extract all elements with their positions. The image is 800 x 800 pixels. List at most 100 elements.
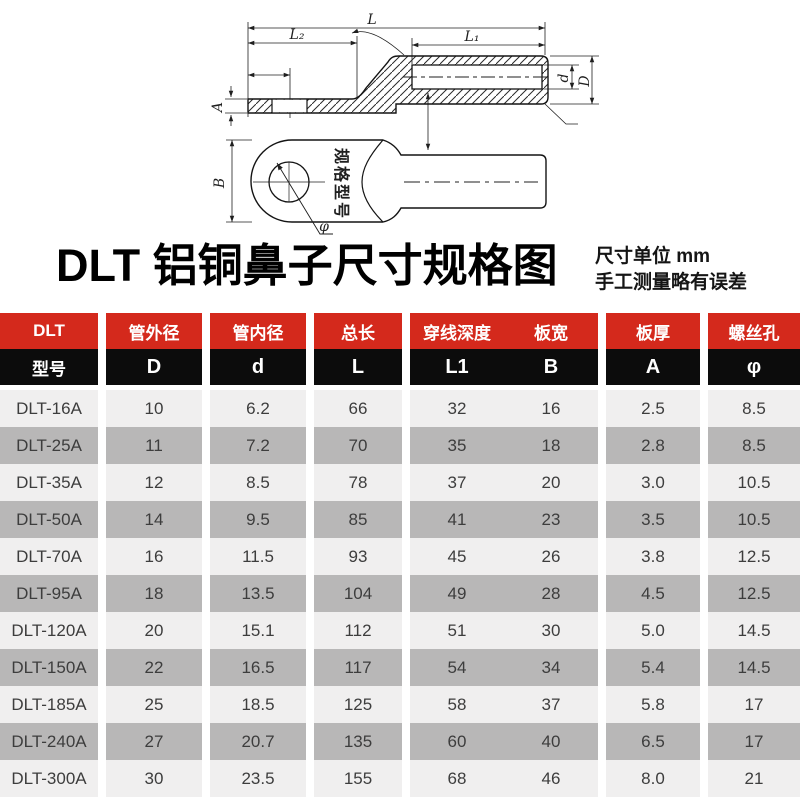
value-cell: 20.7 [210, 723, 306, 760]
cell-value: 16 [541, 398, 561, 418]
table-body: DLT-16A 10 6.2 66 32 16 2.5 8.5 DLT-25A 11 7.2 70 35… [0, 390, 800, 797]
value-cell: 14 [106, 501, 202, 538]
table-row: DLT-120A 20 15.1 112 51 30 5.0 14.5 [0, 612, 800, 649]
technical-drawing: L L₂ L₁ A d D B φ 规格型号 [210, 12, 599, 235]
header-label: A [645, 355, 661, 378]
value-cell: 13.5 [210, 575, 306, 612]
table-row: DLT-95A 18 13.5 104 49 28 4.5 12.5 [0, 575, 800, 612]
header-label: L [351, 355, 365, 378]
cell-value: 30 [144, 768, 164, 788]
cell-value: 14.5 [737, 657, 771, 677]
cell-value: 32 [447, 398, 467, 418]
cell-value: 155 [343, 768, 373, 788]
dim-label-palm-length: L₂ [289, 27, 305, 43]
table-row: DLT-185A 25 18.5 125 58 37 5.8 17 [0, 686, 800, 723]
table-header-row-symbols: 型号 D d L L1 B A φ [0, 349, 800, 385]
value-cell: 66 [314, 390, 402, 427]
model-cell: DLT-300A [0, 760, 98, 797]
table-row: DLT-240A 27 20.7 135 60 40 6.5 17 [0, 723, 800, 760]
cell-value: 8.5 [246, 472, 270, 492]
cell-value: DLT-95A [16, 583, 82, 603]
accuracy-note: 手工测量略有误差 [595, 272, 748, 293]
cell-value: DLT-70A [16, 546, 82, 566]
cell-value: 22 [144, 657, 164, 677]
value-cell: 23.5 [210, 760, 306, 797]
model-cell: DLT-240A [0, 723, 98, 760]
page-title: DLT 铝铜鼻子尺寸规格图 [56, 240, 558, 291]
title-block: DLT 铝铜鼻子尺寸规格图 尺寸单位 mm 手工测量略有误差 [56, 236, 800, 300]
cell-value: 66 [348, 398, 368, 418]
header-label: B [543, 355, 559, 378]
cell-value: 18 [144, 583, 164, 603]
cell-value: 16 [144, 546, 164, 566]
cell-value: 25 [144, 694, 164, 714]
crimp-transition-curve [361, 139, 384, 223]
palm-hole-gap [272, 99, 307, 113]
header-label: D [146, 355, 162, 378]
cell-value: 112 [344, 620, 372, 640]
value-cell: 70 [314, 427, 402, 464]
model-cell: DLT-35A [0, 464, 98, 501]
cell-value: 45 [447, 546, 467, 566]
header-cell: 管内径 [210, 313, 306, 349]
model-cell: DLT-95A [0, 575, 98, 612]
cell-value: 85 [348, 509, 368, 529]
value-cell: 5.4 [606, 649, 700, 686]
cell-value: 3.0 [641, 472, 665, 492]
value-cell: 8.5 [210, 464, 306, 501]
side-section-view [225, 22, 599, 150]
cell-value: 23.5 [241, 768, 275, 788]
header-label: 穿线深度 [423, 323, 491, 343]
title-notes: 尺寸单位 mm 手工测量略有误差 [595, 244, 747, 296]
value-cell: 15.1 [210, 612, 306, 649]
cell-value: 3.5 [641, 509, 665, 529]
cell-value: 10 [144, 398, 164, 418]
header-cell: 管外径 [106, 313, 202, 349]
value-cell: 27 [106, 723, 202, 760]
header-cell: φ [708, 349, 800, 385]
unit-note: 尺寸单位 mm [595, 246, 711, 267]
cell-value: 6.2 [246, 398, 270, 418]
header-label: 螺丝孔 [728, 323, 780, 343]
value-cell: 8.0 [606, 760, 700, 797]
value-cell: 22 [106, 649, 202, 686]
value-cell: 41 23 [410, 501, 598, 538]
value-cell: 35 18 [410, 427, 598, 464]
cell-value: 37 [447, 472, 467, 492]
value-cell: 10.5 [708, 501, 800, 538]
header-label: φ [746, 355, 762, 378]
cell-value: DLT-25A [16, 435, 82, 455]
cell-value: 28 [541, 583, 561, 603]
cell-value: 3.8 [641, 546, 665, 566]
value-cell: 117 [314, 649, 402, 686]
cell-value: 4.5 [641, 583, 665, 603]
table-row: DLT-25A 11 7.2 70 35 18 2.8 8.5 [0, 427, 800, 464]
cell-value: 8.0 [641, 768, 665, 788]
cell-value: 8.5 [742, 435, 766, 455]
dim-label-palm-width: B [212, 178, 228, 189]
value-cell: 3.8 [606, 538, 700, 575]
value-cell: 37 20 [410, 464, 598, 501]
header-cell: 板厚 [606, 313, 700, 349]
header-cell: A [606, 349, 700, 385]
value-cell: 5.8 [606, 686, 700, 723]
header-cell: L [314, 349, 402, 385]
value-cell: 135 [314, 723, 402, 760]
cell-value: DLT-16A [16, 398, 82, 418]
cell-value: 135 [343, 731, 373, 751]
cell-value: 26 [541, 546, 561, 566]
header-label: 板宽 [534, 323, 568, 343]
value-cell: 125 [314, 686, 402, 723]
cell-value: 5.0 [641, 620, 665, 640]
header-cell-merged: 穿线深度 板宽 [410, 313, 598, 349]
cell-value: 11 [145, 435, 163, 455]
dim-label-thickness: A [210, 102, 226, 114]
dim-label-barrel-depth: L₁ [464, 29, 480, 45]
cell-value: DLT-35A [16, 472, 82, 492]
header-label: 管内径 [232, 323, 284, 343]
cell-value: 27 [144, 731, 164, 751]
cell-value: DLT-150A [11, 657, 87, 677]
cell-value: 9.5 [246, 509, 270, 529]
cell-value: 7.2 [246, 435, 270, 455]
dim-label-hole-diameter: φ [319, 219, 329, 235]
